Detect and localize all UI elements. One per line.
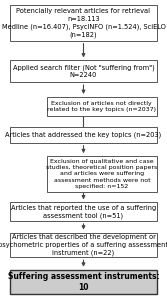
FancyBboxPatch shape — [10, 127, 157, 143]
FancyBboxPatch shape — [10, 270, 157, 294]
FancyBboxPatch shape — [10, 202, 157, 221]
Text: Articles that addressed the key topics (n=203): Articles that addressed the key topics (… — [5, 132, 162, 138]
Text: Potencially relevant articles for retrieval
n=18.113
Medline (n=16.407), PsycINF: Potencially relevant articles for retrie… — [2, 8, 165, 38]
FancyBboxPatch shape — [47, 97, 157, 116]
FancyBboxPatch shape — [47, 156, 157, 192]
Text: Exclusion of qualitative and case
studies, theoretical position papers
and artic: Exclusion of qualitative and case studie… — [46, 159, 157, 189]
Text: Applied search filter (Not "suffering from")
N=2240: Applied search filter (Not "suffering fr… — [13, 64, 154, 78]
FancyBboxPatch shape — [10, 5, 157, 41]
Text: Articles that reported the use of a suffering
assessment tool (n=51): Articles that reported the use of a suff… — [11, 205, 156, 219]
FancyBboxPatch shape — [10, 233, 157, 257]
FancyBboxPatch shape — [10, 60, 157, 82]
Text: Articles that described the development or
psychometric properties of a sufferin: Articles that described the development … — [0, 234, 167, 256]
Text: Exclusion of articles not directly
related to the key topics (n=2037): Exclusion of articles not directly relat… — [47, 101, 156, 112]
Text: Suffering assessment instruments:
10: Suffering assessment instruments: 10 — [8, 272, 159, 292]
